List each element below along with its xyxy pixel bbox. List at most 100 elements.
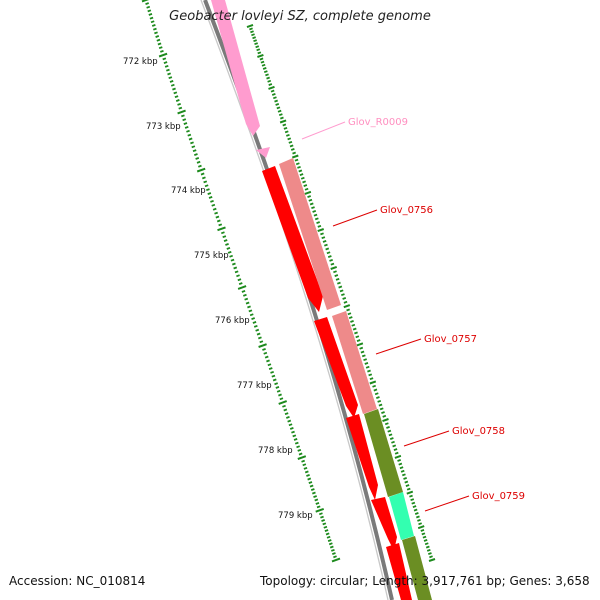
outer-ruler-tick [411, 501, 416, 505]
outer-ruler-tick [367, 369, 371, 373]
outer-ruler-tick [392, 444, 397, 448]
gene-glov-r0009-tip[interactable] [256, 147, 270, 158]
outer-ruler-tick [313, 213, 318, 217]
inner-ruler-tick [222, 235, 227, 239]
outer-ruler-tick [338, 285, 343, 289]
gene-glov-0759-outer[interactable] [389, 492, 414, 540]
inner-ruler-tick [297, 448, 302, 452]
inner-ruler-tick [315, 502, 320, 505]
outer-ruler-tick [426, 548, 431, 552]
outer-ruler-tick [372, 384, 376, 388]
outer-ruler-tick [276, 106, 281, 110]
inner-ruler-tick [151, 24, 156, 27]
inner-ruler-tick [141, 0, 150, 3]
outer-ruler-tick [278, 113, 283, 117]
outer-ruler-tick [410, 498, 415, 502]
outer-ruler-tick [368, 373, 373, 377]
gene-glov-0756-outer[interactable] [279, 158, 341, 310]
inner-ruler-tick [197, 164, 202, 168]
gene-glov-0756-inner[interactable] [262, 166, 323, 312]
outer-ruler-tick [280, 116, 284, 120]
gene-glov-0758-outer[interactable] [364, 409, 403, 497]
outer-ruler-tick [341, 293, 345, 297]
inner-ruler-tick [204, 184, 209, 188]
gene-glov-0760-outer[interactable] [402, 536, 432, 600]
inner-ruler-tick [182, 118, 187, 122]
outer-ruler-tick [324, 243, 328, 247]
inner-ruler-tick [184, 125, 189, 129]
inner-ruler-tick [195, 157, 200, 160]
outer-ruler-tick [422, 535, 427, 539]
outer-ruler-tick [260, 60, 265, 64]
inner-ruler-tick [223, 239, 228, 242]
inner-ruler-tick [268, 367, 273, 370]
inner-ruler-tick [302, 463, 307, 467]
inner-ruler-tick [168, 76, 173, 80]
gene-glov-0760-inner[interactable] [386, 543, 412, 600]
genome-summary: Topology: circular; Length: 3,917,761 bp… [260, 574, 590, 588]
gene-glov-0759-inner[interactable] [371, 497, 397, 551]
outer-ruler-tick [304, 187, 309, 191]
inner-ruler-tick [288, 423, 293, 427]
outer-ruler-tick [257, 53, 264, 58]
inner-ruler-tick [264, 355, 269, 359]
inner-ruler-tick [322, 522, 327, 526]
outer-ruler-tick [364, 362, 369, 365]
gene-glov-r0009[interactable] [211, 0, 260, 136]
gene-label-glov-0758[interactable]: Glov_0758 [452, 426, 505, 437]
leader-glov-0757 [375, 338, 422, 355]
outer-ruler-tick [330, 265, 338, 270]
inner-ruler-tick [282, 404, 286, 408]
inner-ruler-tick [262, 348, 266, 351]
inner-ruler-tick [170, 83, 175, 87]
gene-label-glov-0759[interactable]: Glov_0759 [472, 491, 525, 502]
inner-ruler-tick [147, 9, 152, 13]
gene-glov-0757-outer[interactable] [332, 311, 377, 414]
outer-ruler-tick [273, 96, 277, 100]
outer-ruler-tick [346, 308, 350, 312]
outer-ruler-tick [355, 335, 360, 339]
gene-label-glov-r0009[interactable]: Glov_R0009 [348, 117, 408, 128]
inner-ruler-tick [150, 20, 155, 24]
outer-ruler-tick [389, 437, 394, 440]
outer-ruler-tick [298, 169, 303, 173]
outer-ruler-tick [256, 48, 261, 52]
outer-ruler-tick [376, 396, 380, 399]
gene-label-glov-0757[interactable]: Glov_0757 [424, 334, 477, 345]
inner-ruler-tick [278, 393, 282, 397]
inner-ruler-tick [333, 555, 337, 559]
outer-ruler-tick [379, 407, 384, 411]
inner-ruler-tick [314, 498, 319, 502]
inner-ruler-tick [307, 477, 312, 481]
outer-ruler-tick [277, 109, 282, 113]
gene-glov-0757-inner[interactable] [314, 317, 358, 418]
outer-ruler-tick [356, 342, 364, 347]
inner-ruler-tick [238, 282, 243, 286]
outer-ruler-tick [294, 158, 299, 162]
inner-ruler-tick [242, 293, 247, 297]
outer-ruler-tick [253, 39, 257, 43]
inner-ruler-tick [210, 199, 214, 203]
outer-ruler-tick [369, 380, 377, 385]
inner-ruler-tick [321, 519, 326, 522]
outer-ruler-tick [316, 221, 321, 225]
inner-ruler-tick [331, 557, 341, 563]
inner-ruler-tick [229, 254, 233, 258]
inner-ruler-tick [230, 258, 235, 262]
gene-glov-0758-inner[interactable] [346, 414, 378, 500]
inner-ruler-tick [267, 363, 272, 367]
map-title: Geobacter lovleyi SZ, complete genome [169, 9, 431, 24]
inner-ruler-tick [266, 359, 270, 363]
outer-ruler-tick [268, 85, 275, 90]
inner-ruler-tick [203, 180, 208, 184]
outer-ruler-tick [268, 83, 273, 86]
outer-ruler-tick [354, 331, 358, 335]
outer-ruler-tick [286, 133, 290, 137]
inner-ruler-tick [160, 49, 164, 53]
inner-ruler-tick [293, 438, 298, 441]
leader-glov-0756 [332, 209, 378, 227]
inner-ruler-tick [201, 176, 206, 180]
inner-ruler-tick [292, 434, 297, 438]
gene-label-glov-0756[interactable]: Glov_0756 [380, 205, 433, 216]
inner-ruler-tick [332, 552, 336, 555]
